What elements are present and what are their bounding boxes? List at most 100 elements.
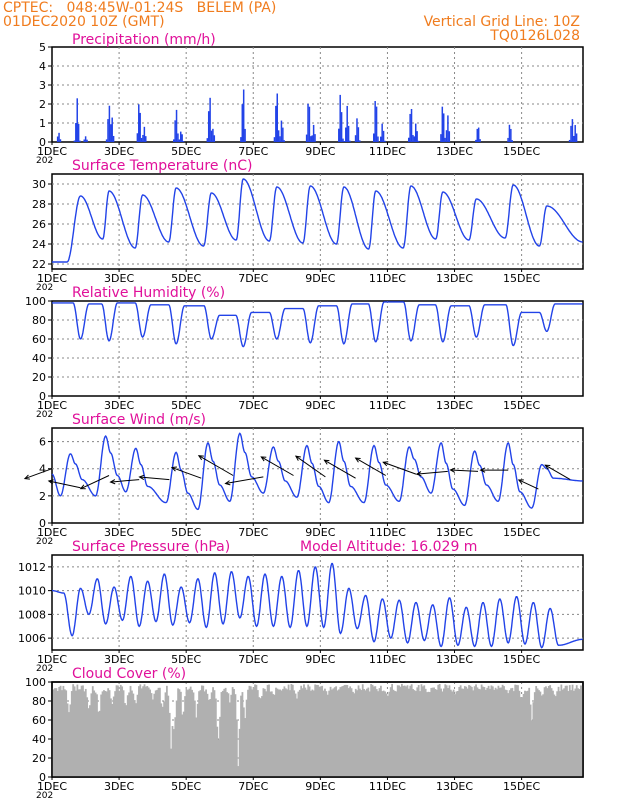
precip-bar [314, 134, 316, 142]
cloud-bar [384, 691, 387, 777]
cloud-bar [216, 726, 219, 777]
cloud-bar [286, 689, 289, 777]
cloud-bar [335, 686, 338, 777]
precip-bar [277, 130, 280, 142]
wind-arrow [450, 469, 479, 472]
cloud-bar [181, 714, 184, 777]
cloud-bar [297, 691, 300, 777]
cloud-bar [349, 686, 352, 777]
cloud-bar [70, 691, 73, 777]
cloud-bar [230, 694, 233, 777]
precip-bar [138, 104, 140, 142]
precip-bar [447, 115, 449, 142]
cloud-bar [139, 684, 142, 777]
cloud-bar [308, 686, 311, 777]
precip-bar [338, 128, 340, 142]
cloud-bar [496, 689, 498, 777]
precip-bar [373, 133, 375, 142]
cloud-bar [433, 687, 435, 777]
cloud-xtick-label: 5DEC [171, 780, 201, 793]
cloud-bar [336, 690, 339, 777]
cloud-bar [238, 728, 241, 777]
cloud-bar [142, 686, 145, 777]
cloud-bar [317, 684, 319, 777]
cloud-bar [440, 688, 442, 777]
cloud-bar [406, 685, 409, 777]
cloud-bar [235, 719, 238, 777]
cloud-bar [265, 691, 268, 777]
wind-arrowhead [382, 461, 389, 467]
precip-xtick-label: 15DEC [503, 145, 540, 158]
wind-title: Surface Wind (m/s) [72, 412, 206, 428]
cloud-bar [110, 698, 112, 777]
precip-bar [382, 130, 385, 142]
cloud-xtick-label: 13DEC [436, 780, 473, 793]
cloud-bar [491, 686, 494, 777]
cloud-bar [237, 766, 240, 777]
cloud-bar [319, 686, 322, 777]
rh-xtick-label: 5DEC [171, 399, 201, 412]
precip-bar [107, 119, 109, 142]
cloud-bar [266, 684, 269, 777]
cloud-ytick-label: 60 [32, 714, 46, 727]
rh-ytick-label: 20 [32, 371, 46, 384]
precip-bar [345, 127, 347, 142]
cloud-bar [107, 688, 110, 777]
precip-bar [476, 128, 479, 142]
cloud-bar [441, 691, 444, 777]
cloud-bar [468, 685, 470, 777]
cloud-bar [447, 688, 449, 777]
cloud-bar [91, 686, 94, 777]
cloud-bar [445, 685, 448, 777]
cloud-bar [140, 688, 143, 777]
cloud-bar [570, 690, 573, 777]
cloud-bar [329, 686, 332, 777]
precip-bar [380, 136, 382, 142]
cloud-bar [206, 693, 209, 777]
precip-bar [311, 135, 313, 142]
cloud-title: Cloud Cover (%) [72, 666, 186, 682]
cloud-bar [287, 684, 290, 777]
cloud-bar [318, 686, 321, 777]
cloud-bar [486, 687, 489, 777]
cloud-bar [233, 689, 235, 777]
cloud-bar [314, 684, 317, 777]
cloud-bar [54, 688, 56, 777]
cloud-bar [419, 691, 421, 777]
cloud-bar [556, 691, 559, 777]
cloud-bar [193, 700, 196, 777]
cloud-bar [538, 690, 540, 777]
precip-bar [244, 128, 246, 142]
cloud-bar [168, 712, 171, 777]
pres-xtick-label: 11DEC [369, 653, 406, 666]
cloud-bar [291, 684, 294, 777]
cloud-bar [301, 688, 304, 777]
temp-ytick-label: 30 [32, 178, 46, 191]
cloud-bar [400, 683, 403, 777]
precip-bar [508, 124, 511, 142]
cloud-bar [571, 684, 574, 777]
temp-title: Surface Temperature (nC) [72, 158, 253, 174]
cloud-bar [346, 685, 349, 777]
cloud-bar [174, 717, 177, 777]
cloud-bar [524, 690, 526, 777]
cloud-bar [428, 692, 431, 777]
cloud-bar [247, 689, 249, 777]
cloud-bar [159, 687, 161, 777]
cloud-bar [164, 692, 167, 777]
cloud-bar [261, 696, 263, 777]
cloud-bar [121, 686, 124, 777]
pres-ytick-label: 1012 [18, 561, 46, 574]
cloud-bar [498, 687, 501, 777]
cloud-bar [170, 748, 172, 777]
cloud-bar [96, 694, 98, 777]
cloud-bar [324, 688, 326, 777]
cloud-bar [487, 685, 490, 777]
cloud-bar [466, 688, 469, 777]
temp-xtick-label: 13DEC [436, 272, 473, 285]
cloud-bar [470, 686, 473, 777]
cloud-bar [321, 685, 324, 777]
cloud-bar [442, 688, 445, 777]
precip-bar [568, 139, 571, 142]
cloud-bar [126, 695, 129, 777]
